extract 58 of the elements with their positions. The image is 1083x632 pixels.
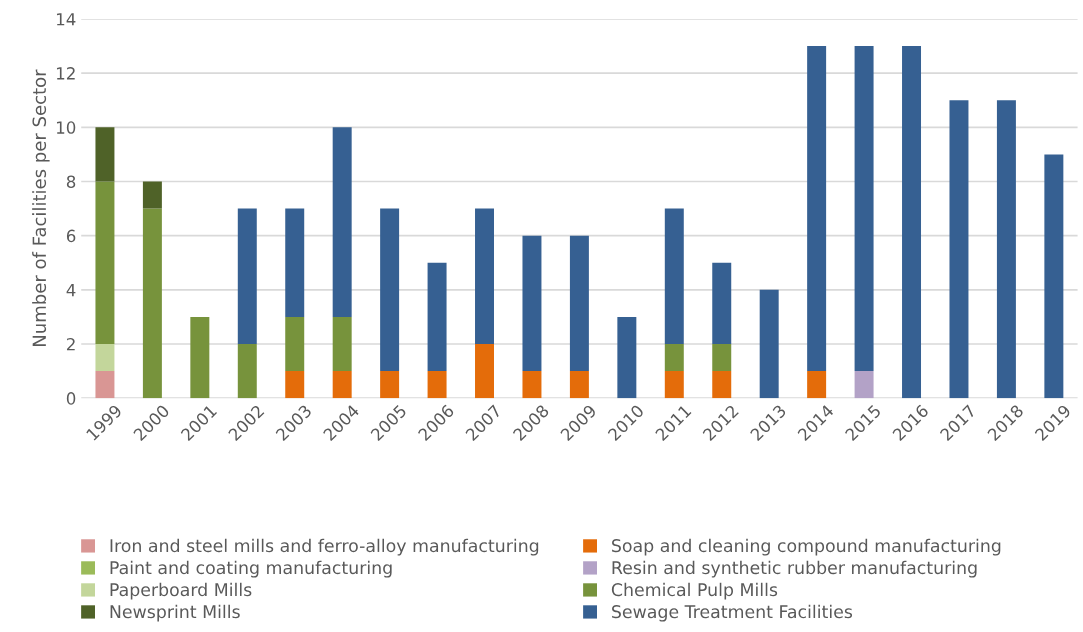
bar bbox=[1044, 154, 1064, 399]
bar bbox=[807, 46, 827, 372]
y-tick-label: 8 bbox=[66, 175, 76, 189]
bar bbox=[142, 181, 162, 209]
bar bbox=[95, 371, 115, 399]
legend-label: Paint and coating manufacturing bbox=[110, 560, 392, 578]
bar bbox=[285, 208, 305, 317]
bar bbox=[95, 343, 115, 372]
bar bbox=[712, 371, 732, 399]
bar bbox=[902, 46, 922, 399]
y-tick-label: 0 bbox=[66, 392, 76, 405]
y-tick-label: 12 bbox=[56, 67, 75, 80]
legend-label: Newsprint Mills bbox=[110, 604, 240, 622]
legend-label: Resin and synthetic rubber manufacturing bbox=[612, 560, 977, 578]
bar bbox=[332, 371, 352, 399]
bar bbox=[380, 371, 400, 399]
bar bbox=[996, 100, 1016, 399]
bar bbox=[237, 343, 257, 399]
y-tick-label: 10 bbox=[56, 121, 76, 134]
bar bbox=[854, 371, 874, 399]
bar bbox=[427, 371, 447, 399]
bar bbox=[142, 208, 162, 399]
bar bbox=[95, 181, 115, 344]
legend-label: Soap and cleaning compound manufacturing bbox=[612, 538, 1001, 556]
bar bbox=[569, 371, 589, 399]
legend-label: Paperboard Mills bbox=[110, 582, 252, 600]
bar bbox=[854, 46, 874, 372]
y-axis-title: Number of Facilities per Sector bbox=[32, 69, 50, 346]
bar bbox=[332, 316, 352, 372]
bar bbox=[664, 371, 684, 399]
bar bbox=[475, 208, 494, 344]
y-tick-label: 14 bbox=[56, 13, 76, 26]
bar bbox=[759, 289, 779, 399]
y-tick-label: 6 bbox=[66, 229, 76, 243]
bar bbox=[285, 316, 305, 372]
bar bbox=[190, 316, 210, 399]
bar bbox=[569, 235, 589, 372]
bar bbox=[475, 343, 494, 399]
bar bbox=[664, 343, 684, 372]
bar bbox=[380, 208, 400, 372]
legend-label: Chemical Pulp Mills bbox=[611, 582, 778, 600]
bar bbox=[237, 208, 257, 344]
bar bbox=[285, 371, 305, 399]
bar bbox=[427, 262, 447, 372]
bar bbox=[949, 100, 969, 399]
bar bbox=[712, 343, 732, 372]
legend-label: Iron and steel mills and ferro-alloy manufacturing bbox=[110, 538, 539, 556]
bar bbox=[522, 235, 542, 372]
bar bbox=[617, 316, 637, 399]
y-tick-label: 2 bbox=[66, 337, 75, 351]
legend-label: Sewage Treatment Facilities bbox=[612, 604, 853, 622]
bar bbox=[332, 127, 352, 317]
bar bbox=[664, 208, 684, 344]
bar bbox=[95, 127, 115, 182]
bar bbox=[712, 262, 732, 344]
bar bbox=[807, 371, 827, 399]
bar bbox=[522, 371, 542, 399]
y-tick-label: 4 bbox=[66, 284, 76, 297]
